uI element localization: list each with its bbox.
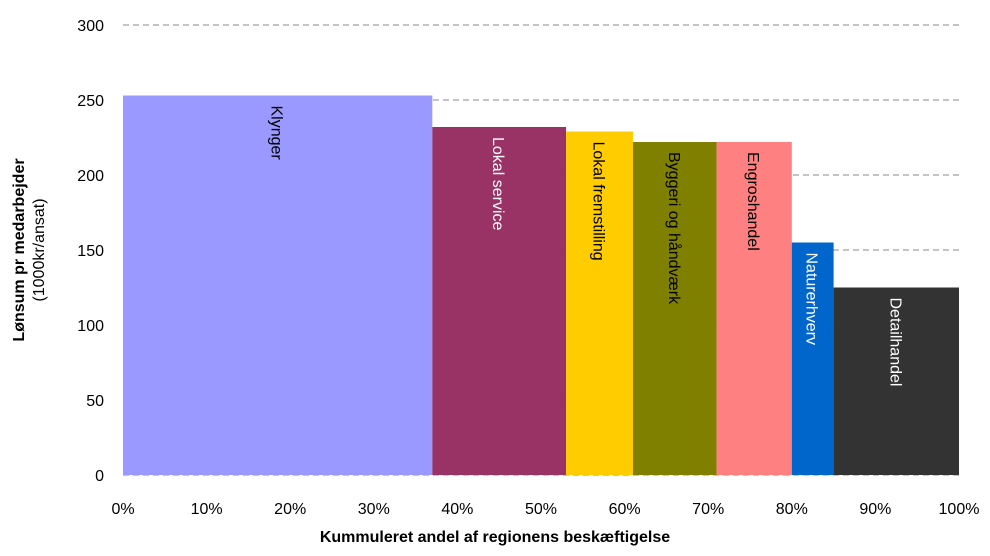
bar	[632, 142, 717, 475]
x-tick-label: 20%	[274, 501, 306, 518]
x-axis-title: Kummuleret andel af regionens beskæftige…	[320, 529, 670, 546]
y-tick-label: 300	[77, 18, 104, 35]
bar-label: Lokal service	[489, 137, 506, 230]
x-tick-label: 50%	[525, 501, 557, 518]
bar-label: Detailhandel	[886, 298, 903, 387]
bar-label: Byggeri og håndværk	[665, 152, 683, 305]
x-tick-label: 80%	[776, 501, 808, 518]
x-tick-label: 60%	[609, 501, 641, 518]
bar-label: Klynger	[268, 106, 285, 161]
x-tick-label: 70%	[692, 501, 724, 518]
y-tick-label: 50	[86, 393, 104, 410]
y-tick-label: 100	[77, 318, 104, 335]
x-tick-label: 40%	[441, 501, 473, 518]
y-tick-label: 0	[95, 468, 104, 485]
bar-label: Lokal fremstilling	[590, 142, 607, 261]
y-tick-label: 250	[77, 93, 104, 110]
bar	[791, 242, 834, 475]
y-axis-unit: (1000kr/ansat)	[31, 198, 48, 301]
y-axis-title: Lønsum pr medarbejder	[11, 158, 28, 341]
x-tick-label: 100%	[939, 501, 980, 518]
x-tick-label: 10%	[191, 501, 223, 518]
bar	[123, 95, 433, 475]
bar	[566, 131, 633, 475]
x-tick-label: 0%	[111, 501, 134, 518]
bar	[716, 142, 792, 475]
y-tick-label: 200	[77, 168, 104, 185]
x-tick-label: 90%	[859, 501, 891, 518]
y-tick-label: 150	[77, 243, 104, 260]
x-tick-label: 30%	[358, 501, 390, 518]
bar	[833, 287, 959, 475]
bar-label: Engroshandel	[744, 152, 761, 251]
bar	[432, 127, 567, 475]
bar-label: Naturerhverv	[803, 253, 820, 345]
